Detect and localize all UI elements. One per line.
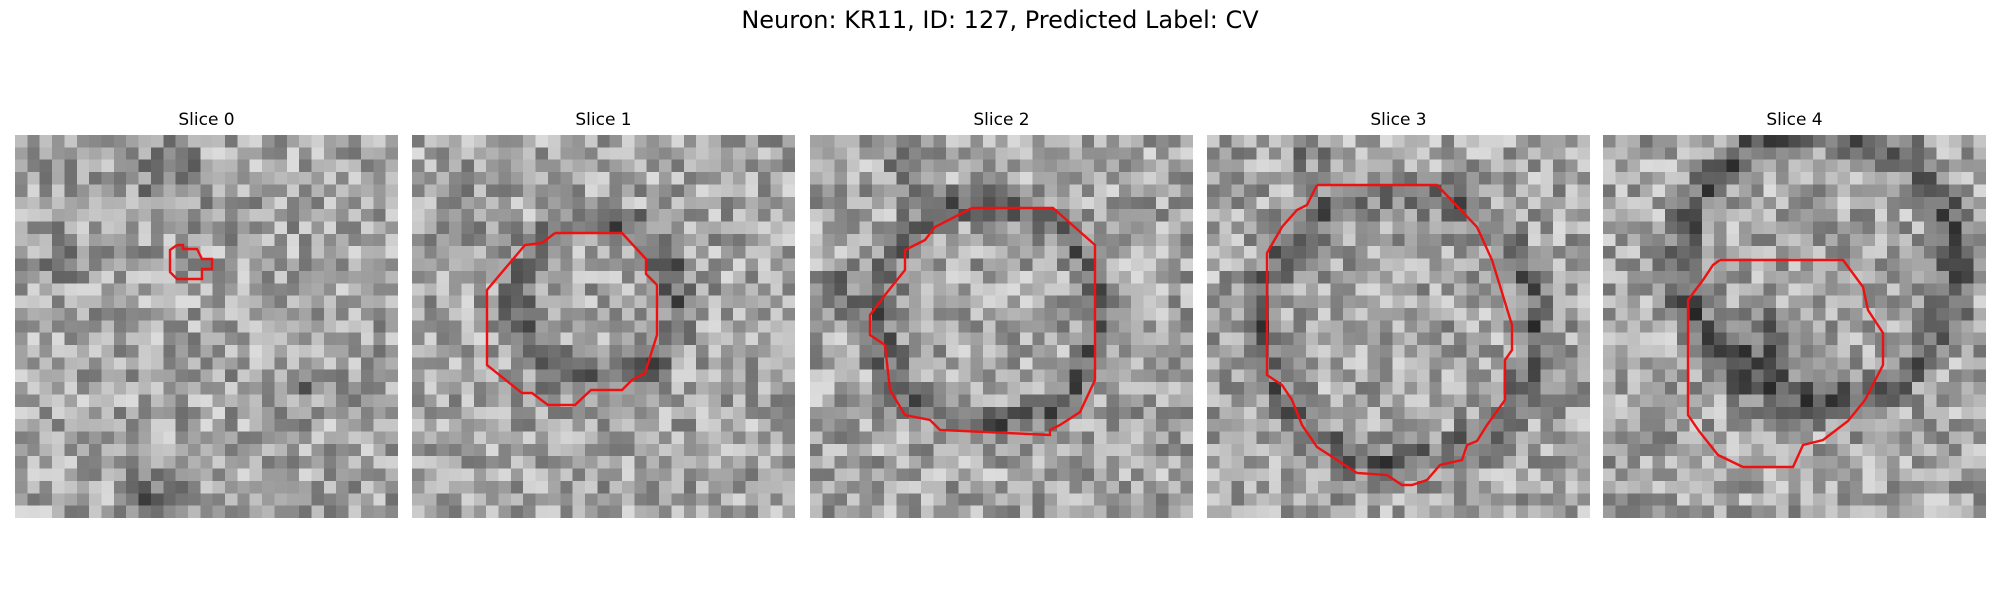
slice-4-panel	[1603, 135, 1986, 518]
slice-2-panel	[810, 135, 1193, 518]
slice-2-image	[810, 135, 1193, 518]
slice-1-panel	[412, 135, 795, 518]
panel-title-slice-3: Slice 3	[1370, 110, 1427, 130]
panel-title-slice-2: Slice 2	[973, 110, 1030, 130]
slice-1-image	[412, 135, 795, 518]
slice-4-contour	[1686, 258, 1885, 469]
slice-0-contour	[168, 243, 214, 281]
slice-3-image	[1207, 135, 1590, 518]
panel-title-slice-0: Slice 0	[178, 110, 235, 130]
slice-4-image	[1603, 135, 1986, 518]
figure-title: Neuron: KR11, ID: 127, Predicted Label: …	[741, 6, 1259, 34]
slice-3-panel	[1207, 135, 1590, 518]
panel-title-slice-1: Slice 1	[575, 110, 632, 130]
panel-title-slice-4: Slice 4	[1766, 110, 1823, 130]
slice-2-contour	[868, 206, 1097, 437]
slice-3-contour	[1265, 183, 1514, 487]
slice-0-panel	[15, 135, 398, 518]
slice-1-contour	[485, 231, 659, 407]
slice-0-image	[15, 135, 398, 518]
